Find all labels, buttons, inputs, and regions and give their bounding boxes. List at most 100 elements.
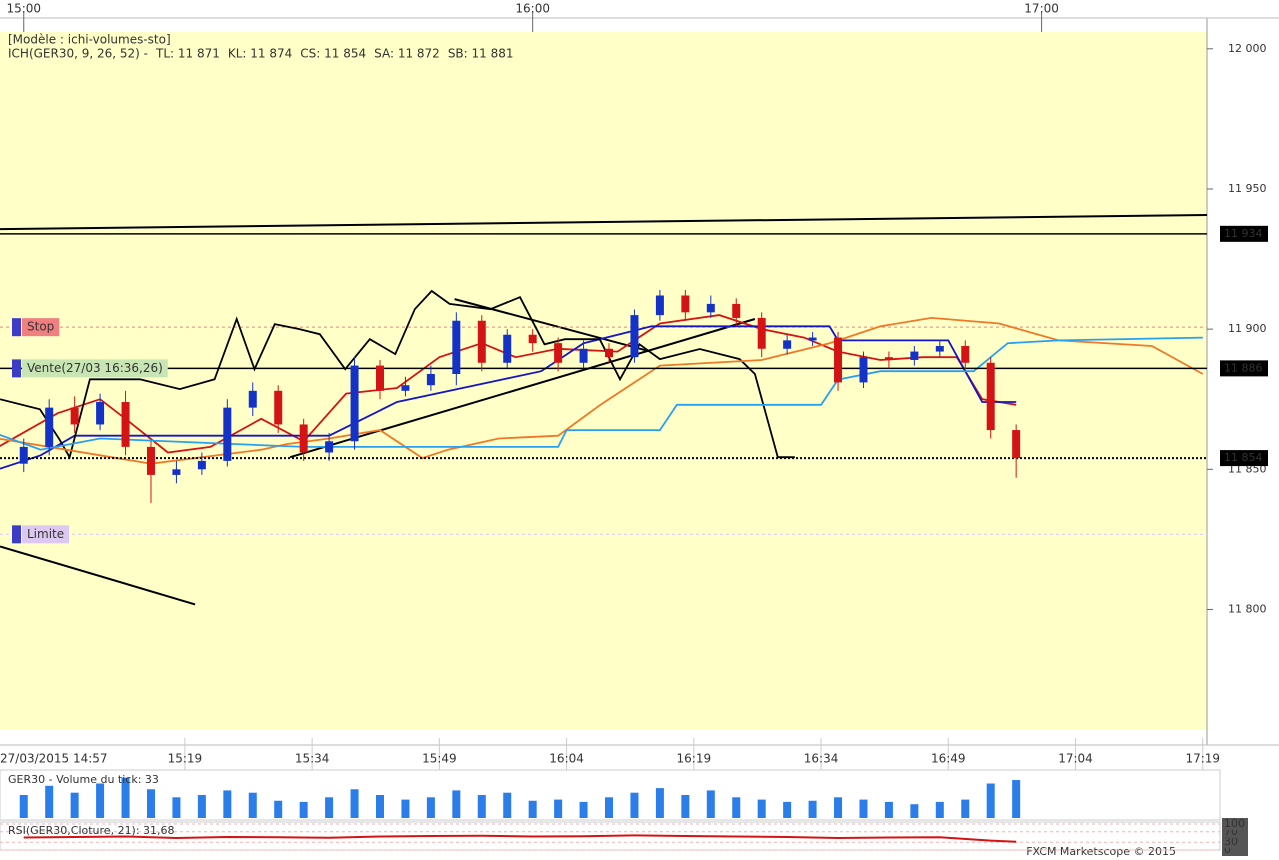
x-tick-label: 17:04 bbox=[1058, 752, 1093, 766]
price-tag bbox=[1220, 360, 1268, 377]
candle-body bbox=[146, 446, 155, 475]
candle-body bbox=[477, 320, 486, 363]
volume-bar bbox=[783, 801, 792, 818]
candle-body bbox=[528, 334, 537, 344]
candle-body bbox=[630, 315, 639, 358]
volume-bar bbox=[172, 797, 181, 818]
volume-bar bbox=[45, 785, 54, 818]
order-label-box bbox=[22, 359, 168, 378]
order-label: Limite bbox=[27, 527, 64, 541]
plot-background bbox=[0, 32, 1207, 730]
volume-bar bbox=[528, 800, 537, 818]
volume-bar bbox=[732, 797, 741, 818]
legend-entry: SB: 11 881 bbox=[448, 47, 514, 61]
volume-bar bbox=[121, 777, 130, 818]
order-marker bbox=[12, 525, 21, 544]
candle-body bbox=[70, 407, 79, 425]
x-tick-label: 17:19 bbox=[1185, 752, 1220, 766]
volume-bar bbox=[935, 801, 944, 818]
x-tick-label: 16:49 bbox=[931, 752, 966, 766]
candle-body bbox=[426, 373, 435, 386]
indicator-line bbox=[0, 336, 1203, 451]
candle-body bbox=[961, 345, 970, 363]
price-tag-label: 11 854 bbox=[1224, 451, 1263, 464]
volume-bar bbox=[146, 789, 155, 818]
rsi-tick-bg bbox=[1222, 836, 1248, 849]
volume-bar bbox=[452, 790, 461, 818]
candle-body bbox=[655, 295, 664, 316]
x-tick-label: 15:34 bbox=[295, 752, 330, 766]
volume-bar bbox=[859, 799, 868, 818]
order-label-box bbox=[22, 525, 70, 544]
volume-bar bbox=[248, 792, 257, 818]
volume-bar bbox=[477, 795, 486, 818]
y-tick-label: 12 000 bbox=[1228, 42, 1267, 55]
candle-body bbox=[808, 337, 817, 341]
trendline bbox=[0, 545, 196, 606]
volume-bar bbox=[757, 799, 766, 818]
volume-bar bbox=[274, 800, 283, 818]
order-label: Vente(27/03 16:36,26) bbox=[27, 361, 163, 375]
rsi-tick-bg bbox=[1222, 818, 1248, 830]
candle-body bbox=[910, 351, 919, 360]
legend-entry: CS: 11 854 bbox=[300, 47, 366, 61]
candle-body bbox=[834, 337, 843, 383]
rsi-tick-label: 100 bbox=[1224, 817, 1245, 830]
rsi-title: RSI(GER30,Cloture, 21): 31,68 bbox=[8, 824, 175, 837]
candle-body bbox=[248, 390, 257, 408]
candle-body bbox=[859, 357, 868, 383]
volume-bar bbox=[70, 792, 79, 818]
x-tick-label: 16:04 bbox=[549, 752, 584, 766]
y-tick-label: 11 950 bbox=[1228, 182, 1267, 195]
candle-body bbox=[121, 402, 130, 447]
trendline bbox=[454, 298, 650, 353]
candle-body bbox=[757, 317, 766, 349]
order-label-box bbox=[22, 318, 60, 337]
volume-bar bbox=[1012, 780, 1021, 818]
x-tick-label: 16:00 bbox=[515, 2, 550, 16]
x-tick-label: 15:49 bbox=[422, 752, 457, 766]
indicator-line bbox=[0, 325, 1017, 470]
volume-bar bbox=[655, 788, 664, 818]
candle-body bbox=[197, 460, 206, 470]
volume-bar bbox=[197, 795, 206, 818]
candle-body bbox=[96, 402, 105, 425]
candle-body bbox=[274, 390, 283, 425]
indicator-line bbox=[0, 289, 795, 460]
price-tag bbox=[1220, 450, 1268, 467]
x-tick-label: 27/03/2015 14:57 bbox=[0, 752, 108, 766]
candle-body bbox=[706, 303, 715, 313]
candle-body bbox=[45, 407, 54, 447]
rsi-tick-label: 0 bbox=[1224, 843, 1231, 856]
volume-bar bbox=[19, 795, 28, 818]
rsi-tick-label: 30 bbox=[1224, 835, 1238, 848]
legend-entry: KL: 11 874 bbox=[228, 47, 292, 61]
model-label: [Modèle : ichi-volumes-sto] bbox=[8, 33, 171, 47]
volume-bar bbox=[961, 799, 970, 818]
candle-body bbox=[375, 365, 384, 391]
candle-body bbox=[223, 407, 232, 461]
volume-bar bbox=[401, 799, 410, 818]
indicator-line bbox=[0, 314, 1017, 454]
legend-entry: TL: 11 871 bbox=[155, 47, 220, 61]
volume-bar bbox=[605, 797, 614, 818]
candle-body bbox=[579, 348, 588, 363]
volume-bar bbox=[986, 783, 995, 818]
x-tick-label: 16:19 bbox=[677, 752, 712, 766]
candle-body bbox=[503, 334, 512, 363]
price-tag bbox=[1220, 225, 1268, 242]
candle-body bbox=[350, 365, 359, 442]
volume-bar bbox=[375, 795, 384, 818]
price-tag-label: 11 886 bbox=[1224, 361, 1263, 374]
volume-bar bbox=[503, 792, 512, 818]
volume-bar bbox=[223, 790, 232, 818]
candle-body bbox=[452, 320, 461, 374]
candle-body bbox=[1012, 430, 1021, 459]
volume-bar bbox=[884, 801, 893, 818]
rsi-line bbox=[23, 834, 1017, 843]
volume-bar bbox=[681, 795, 690, 818]
candle-body bbox=[401, 385, 410, 391]
volume-bar bbox=[325, 797, 334, 818]
candle-body bbox=[935, 345, 944, 352]
volume-bar bbox=[96, 783, 105, 818]
